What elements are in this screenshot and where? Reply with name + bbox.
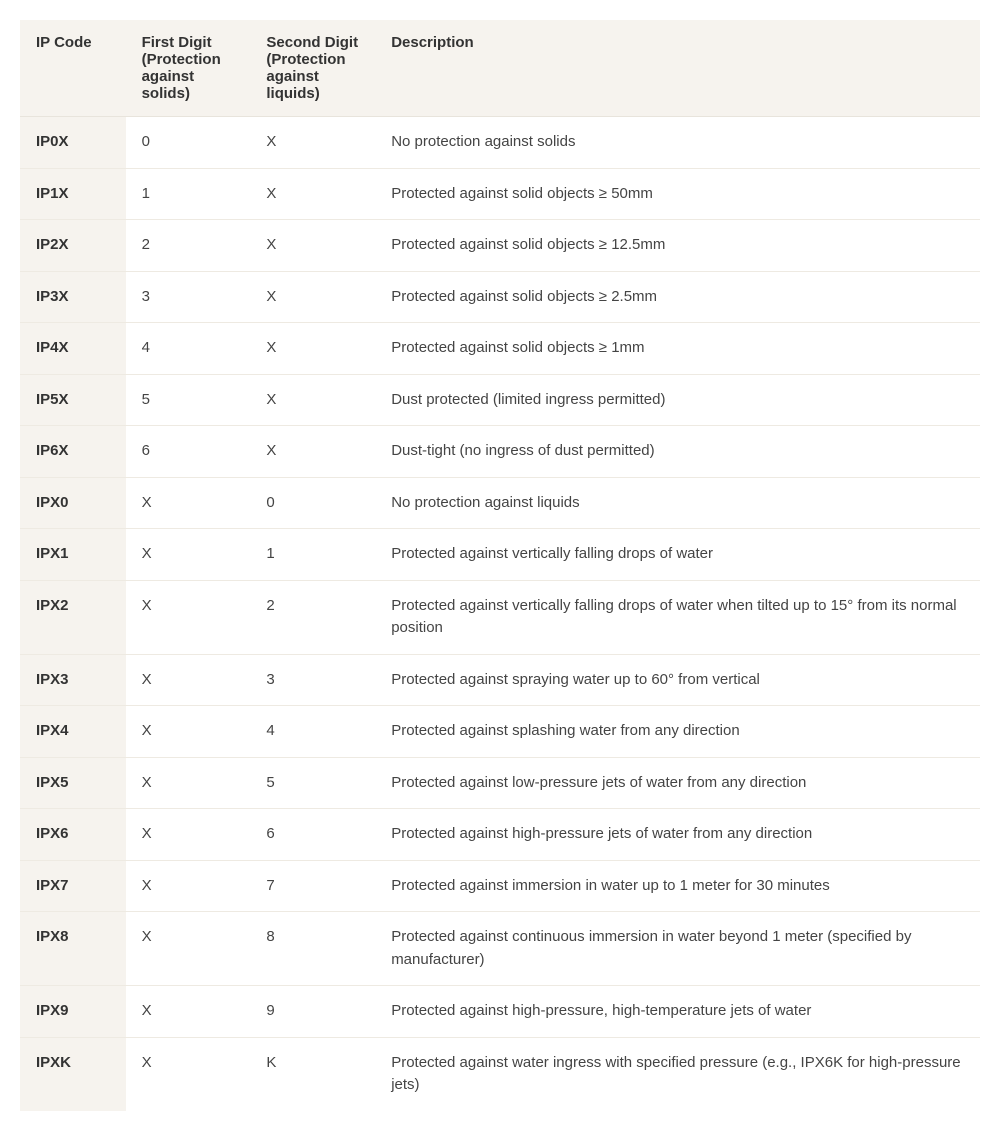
- cell-description: Protected against high-pressure, high-te…: [375, 986, 980, 1038]
- cell-ip-code: IP0X: [20, 117, 126, 169]
- table-row: IPX6 X 6 Protected against high-pressure…: [20, 809, 980, 861]
- cell-ip-code: IP4X: [20, 323, 126, 375]
- cell-ip-code: IPX6: [20, 809, 126, 861]
- cell-description: Protected against immersion in water up …: [375, 860, 980, 912]
- cell-description: No protection against liquids: [375, 477, 980, 529]
- table-row: IPX8 X 8 Protected against continuous im…: [20, 912, 980, 986]
- table-row: IPX0 X 0 No protection against liquids: [20, 477, 980, 529]
- cell-second-digit: X: [250, 220, 375, 272]
- cell-ip-code: IPX0: [20, 477, 126, 529]
- cell-description: Protected against vertically falling dro…: [375, 580, 980, 654]
- table-row: IPX4 X 4 Protected against splashing wat…: [20, 706, 980, 758]
- cell-second-digit: 5: [250, 757, 375, 809]
- cell-first-digit: X: [126, 477, 251, 529]
- cell-description: Protected against low-pressure jets of w…: [375, 757, 980, 809]
- table-body: IP0X 0 X No protection against solids IP…: [20, 117, 980, 1111]
- cell-first-digit: X: [126, 706, 251, 758]
- cell-first-digit: X: [126, 654, 251, 706]
- table-row: IPX3 X 3 Protected against spraying wate…: [20, 654, 980, 706]
- cell-second-digit: K: [250, 1037, 375, 1111]
- cell-first-digit: X: [126, 529, 251, 581]
- table-row: IP5X 5 X Dust protected (limited ingress…: [20, 374, 980, 426]
- column-header-first-digit: First Digit (Protection against solids): [126, 20, 251, 117]
- table-row: IPX7 X 7 Protected against immersion in …: [20, 860, 980, 912]
- cell-ip-code: IP3X: [20, 271, 126, 323]
- cell-first-digit: X: [126, 809, 251, 861]
- cell-second-digit: X: [250, 271, 375, 323]
- cell-description: Protected against vertically falling dro…: [375, 529, 980, 581]
- cell-ip-code: IPX1: [20, 529, 126, 581]
- cell-ip-code: IPX8: [20, 912, 126, 986]
- cell-first-digit: X: [126, 580, 251, 654]
- cell-ip-code: IPX4: [20, 706, 126, 758]
- table-header-row: IP Code First Digit (Protection against …: [20, 20, 980, 117]
- table-row: IP1X 1 X Protected against solid objects…: [20, 168, 980, 220]
- table-row: IP2X 2 X Protected against solid objects…: [20, 220, 980, 272]
- cell-ip-code: IPX7: [20, 860, 126, 912]
- cell-second-digit: X: [250, 168, 375, 220]
- table-row: IPX1 X 1 Protected against vertically fa…: [20, 529, 980, 581]
- cell-ip-code: IP1X: [20, 168, 126, 220]
- cell-second-digit: 7: [250, 860, 375, 912]
- cell-ip-code: IPX3: [20, 654, 126, 706]
- cell-second-digit: 9: [250, 986, 375, 1038]
- cell-first-digit: 5: [126, 374, 251, 426]
- cell-ip-code: IPX9: [20, 986, 126, 1038]
- cell-second-digit: 6: [250, 809, 375, 861]
- table-row: IP6X 6 X Dust-tight (no ingress of dust …: [20, 426, 980, 478]
- cell-second-digit: 1: [250, 529, 375, 581]
- cell-first-digit: 3: [126, 271, 251, 323]
- cell-ip-code: IP2X: [20, 220, 126, 272]
- table-row: IPX9 X 9 Protected against high-pressure…: [20, 986, 980, 1038]
- cell-first-digit: 6: [126, 426, 251, 478]
- cell-second-digit: X: [250, 117, 375, 169]
- cell-description: Protected against water ingress with spe…: [375, 1037, 980, 1111]
- column-header-ip-code: IP Code: [20, 20, 126, 117]
- cell-description: Dust-tight (no ingress of dust permitted…: [375, 426, 980, 478]
- cell-ip-code: IPXK: [20, 1037, 126, 1111]
- cell-second-digit: 8: [250, 912, 375, 986]
- cell-first-digit: X: [126, 912, 251, 986]
- cell-description: Protected against spraying water up to 6…: [375, 654, 980, 706]
- cell-first-digit: 1: [126, 168, 251, 220]
- cell-second-digit: X: [250, 374, 375, 426]
- table-row: IP4X 4 X Protected against solid objects…: [20, 323, 980, 375]
- cell-first-digit: X: [126, 1037, 251, 1111]
- table-row: IPX2 X 2 Protected against vertically fa…: [20, 580, 980, 654]
- cell-first-digit: X: [126, 860, 251, 912]
- cell-first-digit: 2: [126, 220, 251, 272]
- cell-second-digit: 4: [250, 706, 375, 758]
- cell-ip-code: IP5X: [20, 374, 126, 426]
- cell-second-digit: 0: [250, 477, 375, 529]
- cell-second-digit: 3: [250, 654, 375, 706]
- cell-description: Protected against solid objects ≥ 50mm: [375, 168, 980, 220]
- cell-first-digit: X: [126, 757, 251, 809]
- table-row: IPX5 X 5 Protected against low-pressure …: [20, 757, 980, 809]
- cell-second-digit: X: [250, 426, 375, 478]
- ip-code-table: IP Code First Digit (Protection against …: [20, 20, 980, 1111]
- cell-description: Protected against splashing water from a…: [375, 706, 980, 758]
- column-header-second-digit: Second Digit (Protection against liquids…: [250, 20, 375, 117]
- table-row: IPXK X K Protected against water ingress…: [20, 1037, 980, 1111]
- cell-description: Dust protected (limited ingress permitte…: [375, 374, 980, 426]
- cell-description: Protected against solid objects ≥ 2.5mm: [375, 271, 980, 323]
- cell-description: Protected against high-pressure jets of …: [375, 809, 980, 861]
- cell-description: Protected against solid objects ≥ 1mm: [375, 323, 980, 375]
- table-row: IP3X 3 X Protected against solid objects…: [20, 271, 980, 323]
- cell-second-digit: X: [250, 323, 375, 375]
- cell-ip-code: IP6X: [20, 426, 126, 478]
- column-header-description: Description: [375, 20, 980, 117]
- cell-first-digit: 4: [126, 323, 251, 375]
- cell-description: No protection against solids: [375, 117, 980, 169]
- cell-first-digit: 0: [126, 117, 251, 169]
- table-row: IP0X 0 X No protection against solids: [20, 117, 980, 169]
- cell-second-digit: 2: [250, 580, 375, 654]
- cell-ip-code: IPX2: [20, 580, 126, 654]
- cell-first-digit: X: [126, 986, 251, 1038]
- cell-description: Protected against solid objects ≥ 12.5mm: [375, 220, 980, 272]
- cell-ip-code: IPX5: [20, 757, 126, 809]
- cell-description: Protected against continuous immersion i…: [375, 912, 980, 986]
